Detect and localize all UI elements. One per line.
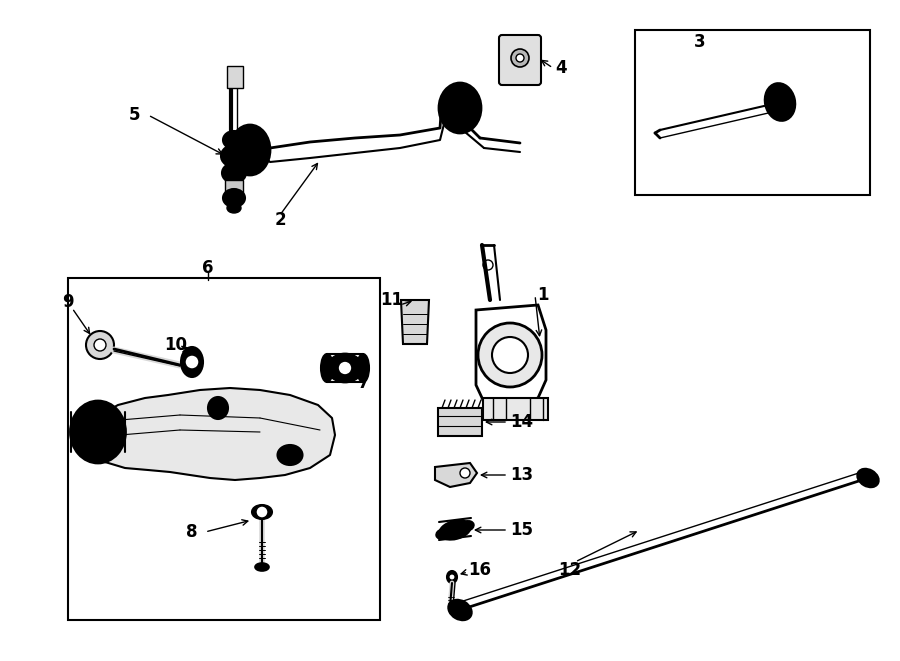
Bar	[225, 180, 243, 195]
Polygon shape	[401, 300, 429, 344]
Circle shape	[478, 323, 542, 387]
Polygon shape	[476, 305, 546, 405]
Ellipse shape	[448, 93, 472, 123]
Ellipse shape	[255, 563, 269, 571]
Ellipse shape	[328, 354, 362, 382]
Ellipse shape	[765, 83, 796, 121]
Circle shape	[516, 54, 524, 62]
Text: 3: 3	[694, 33, 706, 51]
Ellipse shape	[80, 411, 115, 453]
Text: 10: 10	[165, 336, 187, 354]
Ellipse shape	[70, 401, 125, 463]
Text: 13: 13	[510, 466, 533, 484]
Text: 12: 12	[558, 561, 581, 579]
Text: 15: 15	[510, 521, 533, 539]
Circle shape	[185, 355, 199, 369]
Circle shape	[338, 361, 352, 375]
Ellipse shape	[447, 571, 457, 583]
Ellipse shape	[222, 163, 246, 183]
Text: 9: 9	[62, 293, 74, 311]
Ellipse shape	[208, 397, 228, 419]
Bar	[635, 30, 870, 195]
Circle shape	[86, 331, 114, 359]
Polygon shape	[82, 388, 335, 480]
Ellipse shape	[223, 131, 245, 149]
Ellipse shape	[223, 189, 245, 207]
Text: 8: 8	[186, 523, 198, 541]
Circle shape	[256, 506, 268, 518]
Ellipse shape	[439, 520, 471, 539]
Circle shape	[511, 49, 529, 67]
Circle shape	[94, 339, 106, 351]
Polygon shape	[435, 463, 477, 487]
Circle shape	[492, 337, 528, 373]
Text: 7: 7	[358, 374, 370, 392]
Ellipse shape	[449, 600, 472, 620]
Text: 4: 4	[555, 59, 567, 77]
Bar	[483, 398, 548, 420]
Text: 6: 6	[202, 259, 214, 277]
FancyBboxPatch shape	[499, 35, 541, 85]
Text: 16: 16	[468, 561, 491, 579]
Ellipse shape	[460, 521, 474, 531]
Text: 11: 11	[381, 291, 403, 309]
Circle shape	[449, 574, 455, 580]
Bar	[227, 66, 243, 88]
Ellipse shape	[277, 445, 302, 465]
Circle shape	[460, 468, 470, 478]
Ellipse shape	[321, 354, 333, 382]
Ellipse shape	[239, 136, 261, 164]
Ellipse shape	[252, 505, 272, 519]
Bar	[68, 278, 380, 620]
Ellipse shape	[436, 529, 450, 539]
Ellipse shape	[221, 145, 247, 167]
Ellipse shape	[181, 347, 203, 377]
Text: 1: 1	[537, 286, 548, 304]
Ellipse shape	[439, 83, 481, 133]
Ellipse shape	[230, 125, 270, 175]
Text: 2: 2	[274, 211, 286, 229]
Ellipse shape	[357, 354, 369, 382]
Text: 14: 14	[510, 413, 533, 431]
Ellipse shape	[858, 469, 878, 487]
Ellipse shape	[227, 203, 241, 213]
Ellipse shape	[773, 93, 788, 111]
Bar	[438, 408, 482, 436]
Text: 5: 5	[130, 106, 140, 124]
